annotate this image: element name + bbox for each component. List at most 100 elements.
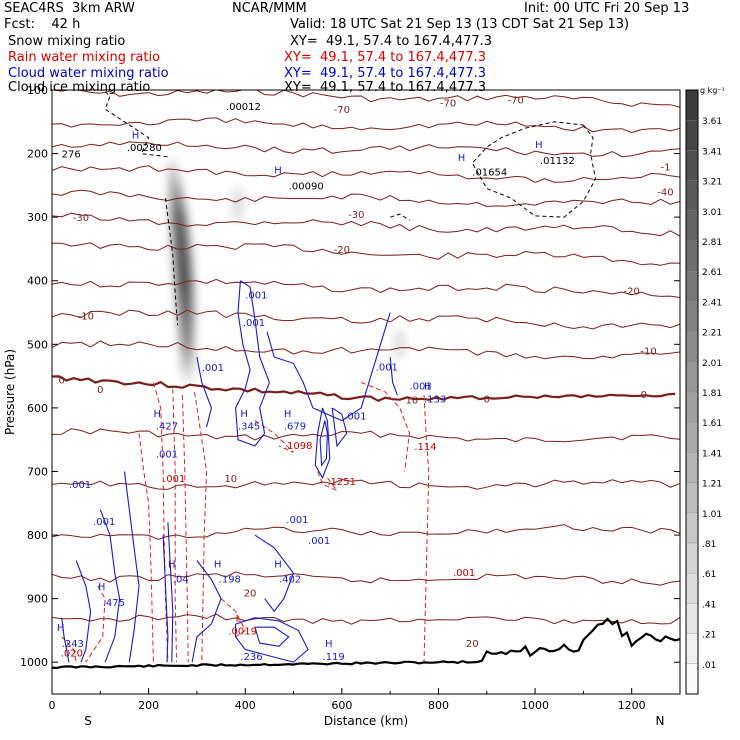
cloud-water-label: .198 [219, 574, 241, 585]
x-tick-label: 1200 [618, 699, 646, 712]
colorbar-label: 1.61 [702, 419, 722, 429]
cloud-water-contour [319, 420, 328, 467]
cloud-water-label: .001 [245, 291, 267, 302]
y-tick-label: 1000 [20, 656, 48, 669]
high-marker: H [153, 409, 161, 420]
colorbar-label: 2.41 [702, 298, 722, 308]
cloud-water-contour [314, 407, 331, 480]
colorbar-label: 1.21 [702, 480, 722, 490]
isotherm-line [52, 189, 680, 208]
colorbar-label: 1.81 [702, 389, 722, 399]
x-tick-label: 400 [235, 699, 256, 712]
isotherm-label: 0 [484, 394, 490, 405]
freezing-level-line [52, 375, 676, 403]
cloud-water-contour [61, 617, 70, 663]
colorbar-label: 2.81 [702, 238, 722, 248]
colorbar-label: 2.21 [702, 329, 722, 339]
rain-contour [152, 382, 169, 663]
cloud-water-contour [266, 312, 391, 422]
high-marker: H [274, 165, 282, 176]
isotherm-line [52, 90, 680, 108]
high-marker: H [168, 560, 176, 571]
colorbar-segment [685, 271, 699, 302]
plot-frame [51, 89, 681, 695]
rain-label: .1098 [284, 441, 313, 452]
isotherm-line [52, 278, 680, 298]
snow-label: .01654 [472, 167, 507, 178]
high-marker: H [274, 560, 282, 571]
x-end-label-south: S [84, 714, 92, 728]
high-marker: H [214, 560, 222, 571]
colorbar-label: .41 [702, 600, 716, 610]
cloud-water-contour [167, 522, 174, 663]
snow-label: .01132 [540, 156, 575, 167]
snow-label: 276 [62, 150, 81, 161]
cloud-water-contour [235, 617, 309, 663]
field-label-cloud-ice: Cloud ice mixing ratio [8, 80, 151, 95]
colorbar-segment [685, 633, 699, 664]
snow-contour [102, 90, 168, 158]
x-tick-label: 200 [138, 699, 159, 712]
snow-label: .00012 [226, 102, 261, 113]
colorbar-segment [685, 150, 699, 181]
isotherm-line [52, 571, 680, 586]
colorbar-label: .81 [702, 540, 716, 550]
rain-contour [138, 433, 154, 663]
isotherm-label: -70 [508, 96, 524, 107]
rain-contour [254, 420, 294, 453]
high-marker: H [240, 409, 248, 420]
rain-label: .0019 [228, 626, 257, 637]
cloud-water-label: .001 [243, 318, 265, 329]
snow-label: .00280 [127, 143, 162, 154]
cloud-water-contour [75, 560, 92, 663]
terrain-line [52, 617, 680, 670]
cloud-water-label: .475 [103, 598, 125, 609]
rain-contour [85, 585, 106, 663]
colorbar-segment [685, 663, 699, 695]
colorbar-segment [685, 331, 699, 362]
cloud-water-contour [254, 534, 295, 613]
cloud-water-contour [123, 471, 140, 663]
colorbar-segment [685, 573, 699, 604]
field-label-snow: Snow mixing ratio [8, 34, 126, 49]
colorbar-segment [685, 120, 699, 151]
isotherm-label: 20 [466, 639, 479, 650]
cloud-water-contour [196, 356, 212, 428]
colorbar-segment [685, 240, 699, 272]
colorbar-label: .61 [702, 570, 716, 580]
colorbar-label: .01 [702, 661, 716, 671]
colorbar-segment [685, 180, 699, 211]
rain-contour [194, 391, 208, 663]
isotherm-label: 0 [641, 390, 647, 401]
rain-label: .001 [163, 474, 185, 485]
isotherm-label: -70 [440, 99, 456, 110]
rain-contour [181, 395, 189, 663]
isotherm-line [52, 613, 680, 625]
colorbar-label: 1.01 [702, 510, 722, 520]
high-marker: H [535, 140, 543, 151]
isotherm-label: 10 [224, 474, 237, 485]
rain-contour [361, 382, 411, 472]
x-tick-label: 800 [428, 699, 449, 712]
cloud-water-label: .001 [308, 536, 330, 547]
y-tick-label: 800 [27, 529, 48, 542]
isotherm-label: -10 [78, 312, 94, 323]
colorbar-segment [685, 512, 699, 544]
init-time: Init: 00 UTC Fri 20 Sep 13 [524, 1, 690, 16]
colorbar-label: 3.01 [702, 208, 722, 218]
y-tick-label: 500 [27, 338, 48, 351]
cloud-water-label: .001 [93, 517, 115, 528]
high-marker: H [98, 582, 106, 593]
cloud-water-contour [99, 509, 121, 663]
isotherm-line [52, 242, 680, 266]
x-tick-label: 1000 [521, 699, 549, 712]
cloud-water-label: .001 [156, 450, 178, 461]
field-label-cloud-water: Cloud water mixing ratio [8, 66, 169, 81]
high-marker: H [458, 153, 466, 164]
isotherm-line [52, 117, 680, 134]
field-xy-cloud-ice: XY= 49.1, 57.4 to 167.4,477.3 [284, 80, 487, 95]
x-tick-label: 0 [49, 699, 56, 712]
snow-contour [165, 198, 179, 326]
cloud-water-label: .001 [344, 412, 366, 423]
